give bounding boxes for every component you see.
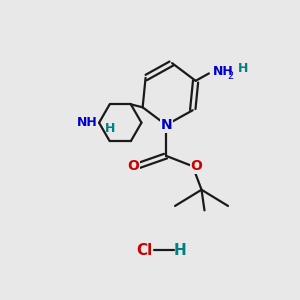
Text: H: H: [238, 62, 248, 75]
Text: O: O: [127, 159, 139, 173]
Text: O: O: [190, 159, 202, 173]
Text: NH: NH: [77, 116, 98, 129]
Text: Cl: Cl: [136, 243, 152, 258]
Text: N: N: [160, 118, 172, 132]
Text: H: H: [174, 243, 186, 258]
Text: 2: 2: [227, 71, 233, 81]
Text: NH: NH: [212, 65, 233, 78]
Text: H: H: [105, 122, 116, 134]
